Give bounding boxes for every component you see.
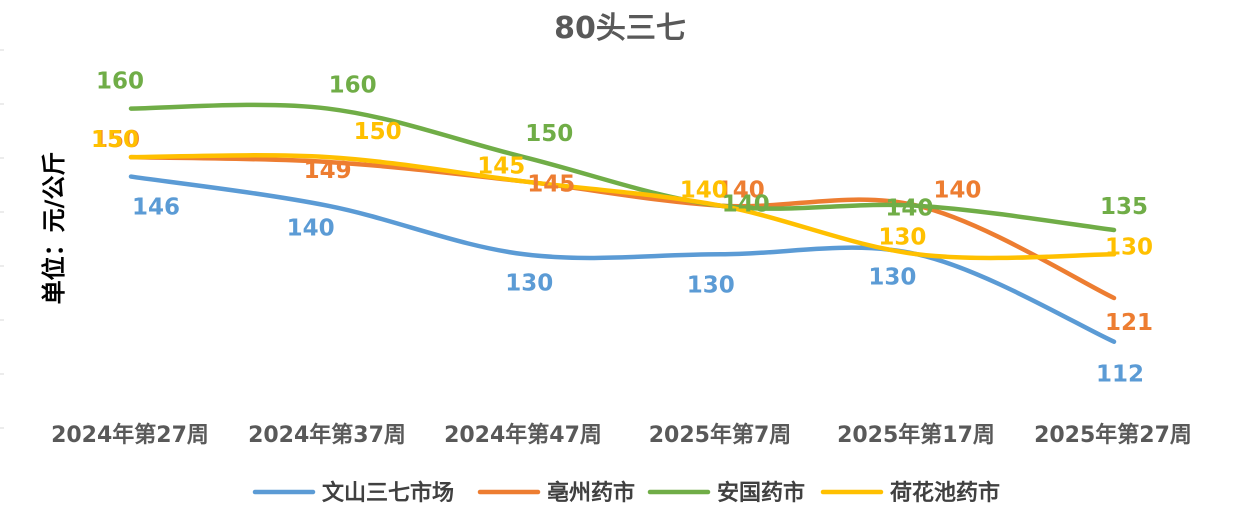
x-tick-label: 2025年第27周 [1034, 422, 1192, 448]
y-axis-label: 单位：元/公斤 [40, 152, 68, 305]
x-tick-label: 2024年第47周 [444, 422, 602, 448]
data-label: 135 [1100, 194, 1148, 220]
x-tick-label: 2024年第37周 [248, 422, 406, 448]
data-label: 140 [933, 178, 981, 204]
y-axis-ticks [0, 49, 4, 429]
data-label: 112 [1096, 362, 1144, 388]
data-label: 145 [527, 171, 575, 197]
data-label: 130 [1105, 234, 1153, 260]
x-tick-label: 2025年第7周 [649, 422, 792, 448]
data-label: 160 [329, 73, 377, 99]
x-axis: 2024年第27周 2024年第37周 2024年第47周 2025年第7周 2025年… [51, 422, 1192, 448]
series-line [128, 102, 1117, 233]
data-label: 160 [96, 69, 144, 95]
data-label: 150 [354, 119, 402, 145]
data-label: 149 [304, 158, 352, 184]
data-label: 140 [680, 178, 728, 204]
legend-label: 荷花池药市 [890, 480, 1000, 506]
legend-label: 亳州药市 [547, 480, 635, 506]
x-tick-label: 2025年第17周 [837, 422, 995, 448]
data-label: 140 [717, 178, 765, 204]
legend: 文山三七市场 亳州药市 安国药市 荷花池药市 [252, 480, 1000, 506]
data-label: 150 [91, 127, 139, 153]
data-label: 130 [687, 272, 735, 298]
data-label: 150 [92, 127, 140, 153]
data-label: 140 [722, 192, 770, 218]
series-line [128, 154, 1117, 301]
data-label: 150 [525, 121, 573, 147]
data-label: 130 [868, 264, 916, 290]
data-label: 130 [878, 224, 926, 250]
series-line [128, 153, 1117, 261]
data-label: 140 [287, 216, 335, 242]
series-lines [128, 102, 1117, 344]
legend-label: 文山三七市场 [322, 480, 454, 506]
data-label: 146 [132, 195, 180, 221]
data-label: 130 [505, 270, 553, 296]
series-line [128, 174, 1117, 344]
legend-label: 安国药市 [717, 480, 805, 506]
x-tick-label: 2024年第27周 [51, 422, 209, 448]
data-label: 145 [477, 153, 525, 179]
data-label: 121 [1105, 310, 1153, 336]
chart-title: 80头三七 [554, 11, 686, 46]
data-label: 140 [885, 196, 933, 222]
